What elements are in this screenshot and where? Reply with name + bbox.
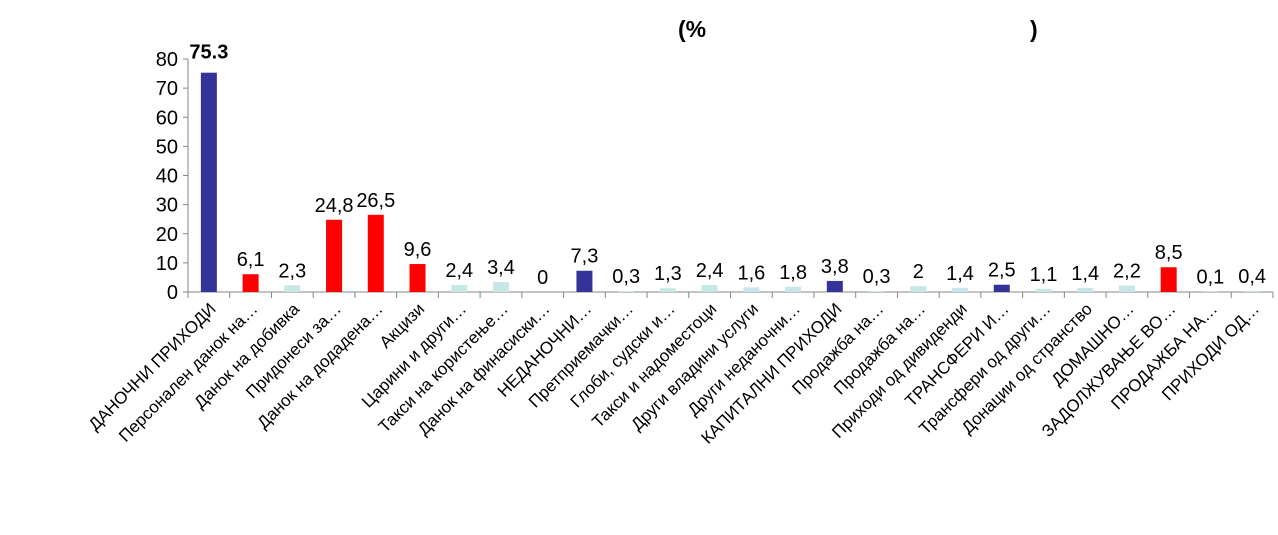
y-tick-label: 0 <box>167 282 178 304</box>
bar <box>1244 290 1261 292</box>
y-tick-label: 60 <box>156 107 178 129</box>
bar <box>868 291 885 292</box>
y-tick-label: 70 <box>156 78 178 100</box>
data-label: 1,3 <box>654 263 682 285</box>
y-tick-label: 40 <box>156 166 178 188</box>
data-label: 8,5 <box>1155 242 1183 264</box>
data-label: 1,4 <box>1071 263 1099 285</box>
data-label: 0 <box>537 267 548 289</box>
bar <box>826 280 843 292</box>
bar <box>785 286 802 292</box>
y-tick-label: 20 <box>156 224 178 246</box>
bar <box>409 264 426 292</box>
bar <box>743 287 760 292</box>
data-label: 2,3 <box>278 260 306 282</box>
bar <box>659 288 676 292</box>
data-label: 2,4 <box>445 260 473 282</box>
data-label: 0,4 <box>1238 266 1266 288</box>
data-label: 75.3 <box>189 42 228 64</box>
data-label: 6,1 <box>237 249 265 271</box>
bar <box>952 287 969 292</box>
data-label: 24,8 <box>315 195 354 217</box>
data-label: 3,4 <box>487 257 515 279</box>
y-tick-label: 80 <box>156 49 178 71</box>
bar <box>701 285 718 292</box>
data-label: 1,8 <box>779 262 807 284</box>
bar <box>1160 267 1177 292</box>
data-label: 7,3 <box>571 246 599 268</box>
data-label: 0,3 <box>863 266 891 288</box>
bar <box>993 284 1010 292</box>
data-label: 26,5 <box>356 190 395 212</box>
chart-title-close: ) <box>1030 16 1038 42</box>
data-label: 0,1 <box>1196 267 1224 289</box>
bar <box>326 219 343 292</box>
y-tick-label: 50 <box>156 136 178 158</box>
bar <box>1035 288 1052 292</box>
data-label: 1,6 <box>737 262 765 284</box>
chart-title-open: (% <box>678 16 706 42</box>
data-label: 2,2 <box>1113 261 1141 283</box>
data-label: 1,4 <box>946 263 974 285</box>
data-label: 9,6 <box>404 239 432 261</box>
bar <box>910 286 927 292</box>
y-tick-label: 30 <box>156 195 178 217</box>
data-label: 2,4 <box>696 260 724 282</box>
data-label: 1,1 <box>1030 264 1058 286</box>
bar <box>1118 285 1135 292</box>
bar <box>618 291 635 292</box>
bar <box>451 285 468 292</box>
data-label: 2,5 <box>988 260 1016 282</box>
data-label: 0,3 <box>612 266 640 288</box>
bar <box>284 285 301 292</box>
bar <box>1077 287 1094 292</box>
bar <box>367 214 384 292</box>
bar <box>576 270 593 292</box>
data-label: 3,8 <box>821 256 849 278</box>
data-label: 2 <box>913 261 924 283</box>
bar <box>200 72 217 292</box>
y-tick-label: 10 <box>156 253 178 275</box>
bar <box>242 274 259 292</box>
bar <box>492 282 509 292</box>
